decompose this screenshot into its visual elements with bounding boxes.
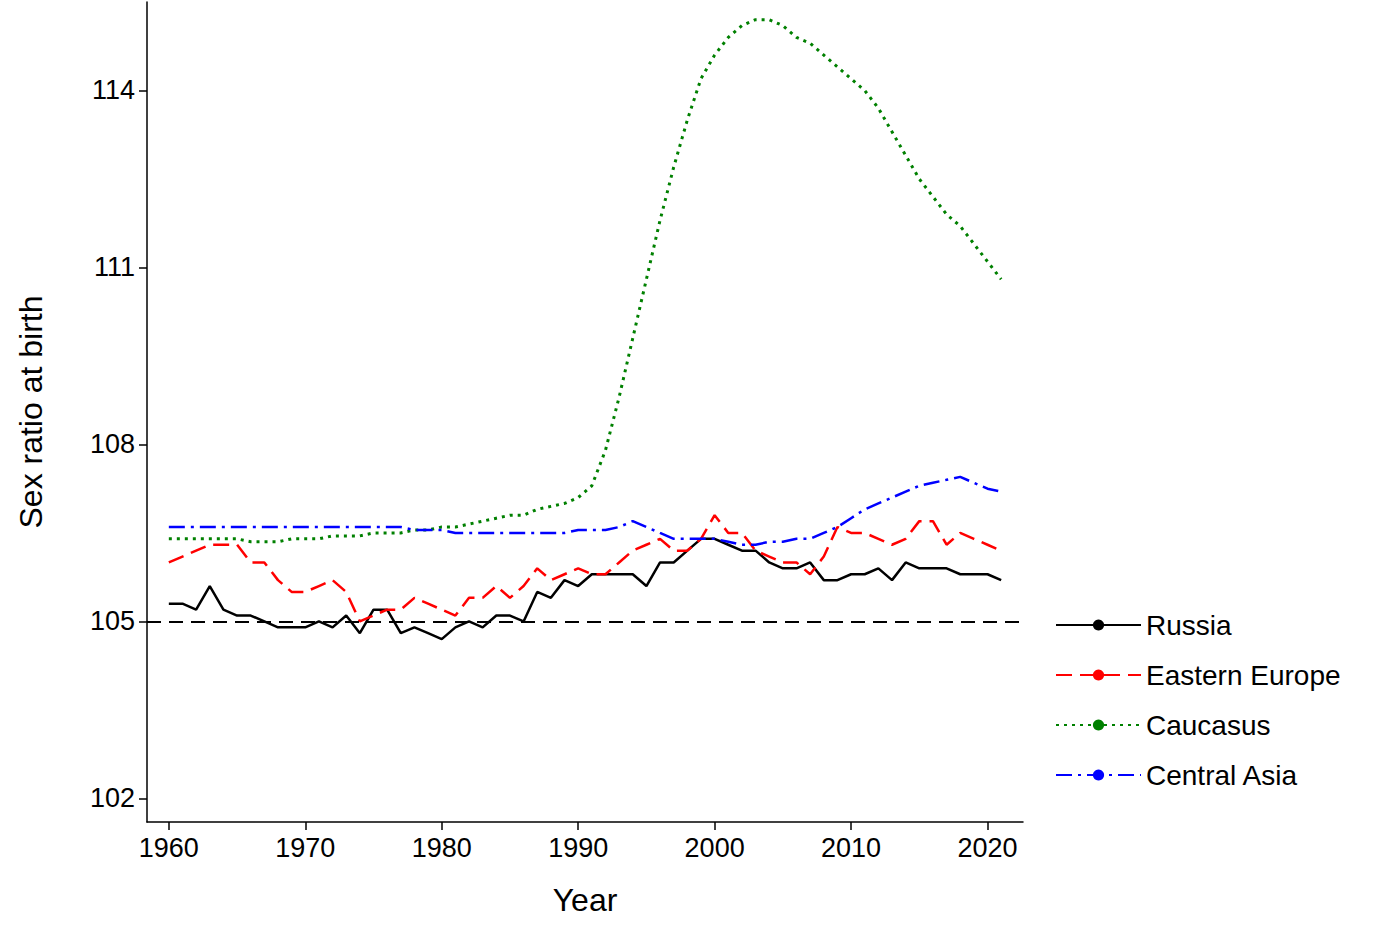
svg-text:2000: 2000 bbox=[685, 833, 745, 863]
svg-text:Central Asia: Central Asia bbox=[1146, 760, 1297, 791]
svg-text:2010: 2010 bbox=[821, 833, 881, 863]
svg-text:108: 108 bbox=[90, 429, 135, 459]
svg-text:Caucasus: Caucasus bbox=[1146, 710, 1271, 741]
svg-text:105: 105 bbox=[90, 606, 135, 636]
svg-text:111: 111 bbox=[94, 252, 135, 282]
svg-text:Sex ratio at birth: Sex ratio at birth bbox=[13, 296, 49, 529]
svg-text:Russia: Russia bbox=[1146, 610, 1232, 641]
svg-text:1990: 1990 bbox=[548, 833, 608, 863]
svg-text:Eastern Europe: Eastern Europe bbox=[1146, 660, 1341, 691]
svg-text:Year: Year bbox=[553, 882, 618, 918]
svg-text:2020: 2020 bbox=[957, 833, 1017, 863]
svg-text:102: 102 bbox=[90, 783, 135, 813]
svg-text:1980: 1980 bbox=[412, 833, 472, 863]
svg-text:1960: 1960 bbox=[139, 833, 199, 863]
svg-text:114: 114 bbox=[92, 75, 135, 105]
svg-text:1970: 1970 bbox=[275, 833, 335, 863]
